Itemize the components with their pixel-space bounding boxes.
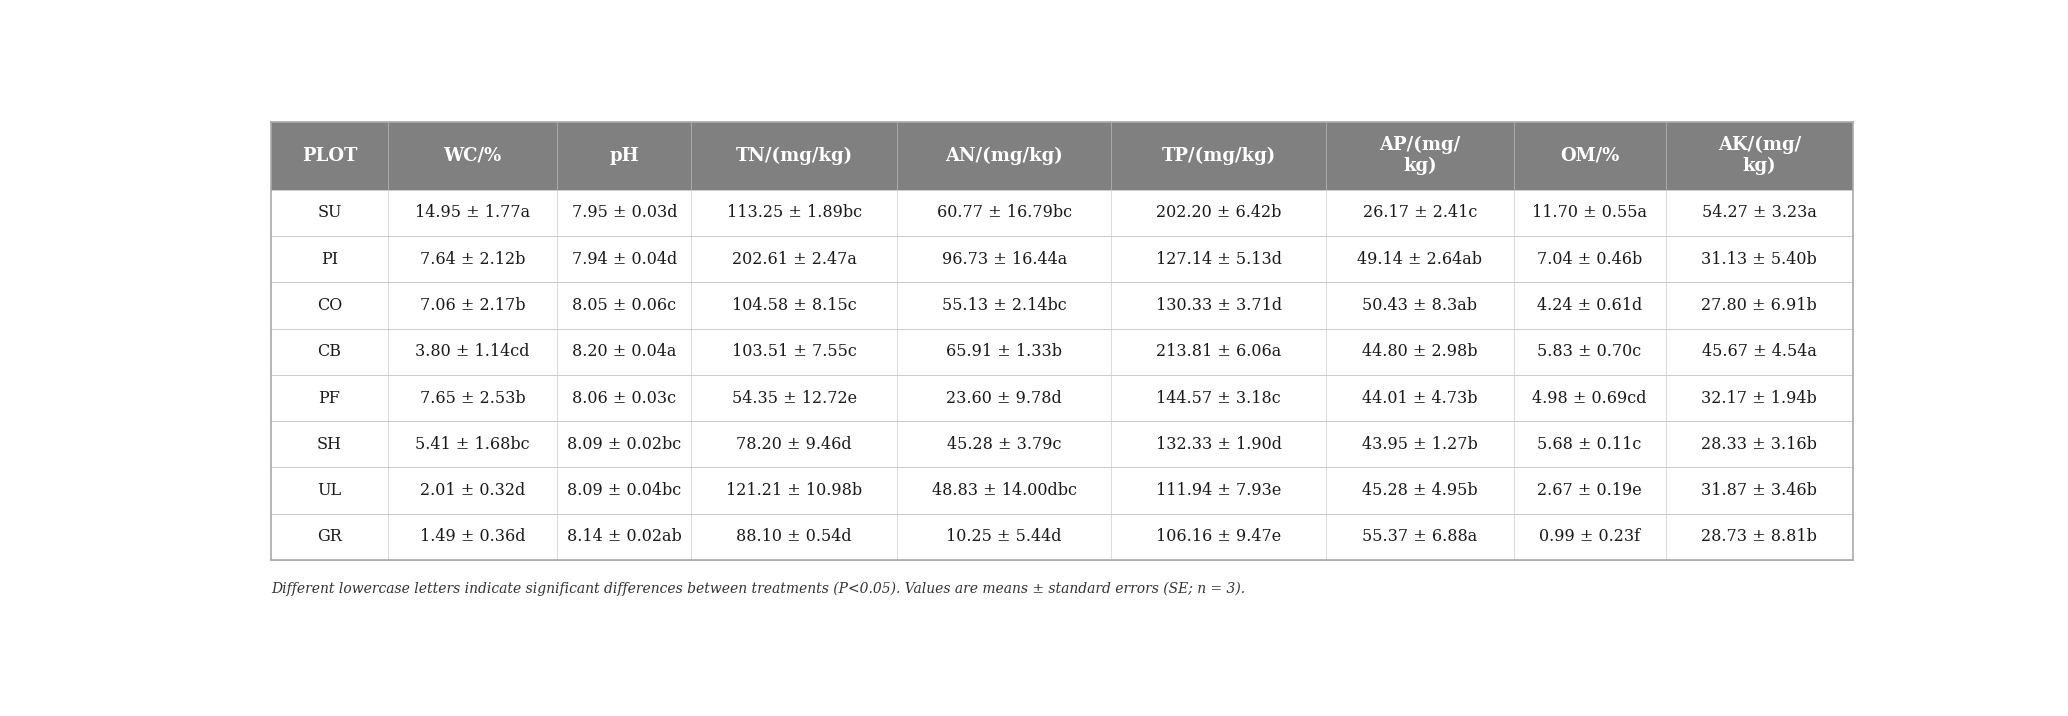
- Text: 4.98 ± 0.69cd: 4.98 ± 0.69cd: [1532, 390, 1646, 407]
- Text: PI: PI: [321, 251, 337, 268]
- Text: 2.01 ± 0.32d: 2.01 ± 0.32d: [420, 482, 525, 499]
- Text: 104.58 ± 8.15c: 104.58 ± 8.15c: [732, 297, 856, 314]
- Text: 132.33 ± 1.90d: 132.33 ± 1.90d: [1156, 436, 1282, 453]
- Text: 10.25 ± 5.44d: 10.25 ± 5.44d: [947, 528, 1061, 546]
- Text: 27.80 ± 6.91b: 27.80 ± 6.91b: [1702, 297, 1818, 314]
- Text: 45.28 ± 3.79c: 45.28 ± 3.79c: [947, 436, 1061, 453]
- Text: 213.81 ± 6.06a: 213.81 ± 6.06a: [1156, 343, 1282, 360]
- Text: 127.14 ± 5.13d: 127.14 ± 5.13d: [1156, 251, 1282, 268]
- Text: 5.68 ± 0.11c: 5.68 ± 0.11c: [1537, 436, 1642, 453]
- Text: 8.05 ± 0.06c: 8.05 ± 0.06c: [573, 297, 676, 314]
- Text: 28.33 ± 3.16b: 28.33 ± 3.16b: [1702, 436, 1818, 453]
- Text: 44.01 ± 4.73b: 44.01 ± 4.73b: [1363, 390, 1477, 407]
- Text: UL: UL: [316, 482, 341, 499]
- Text: 23.60 ± 9.78d: 23.60 ± 9.78d: [947, 390, 1063, 407]
- Text: 43.95 ± 1.27b: 43.95 ± 1.27b: [1363, 436, 1479, 453]
- Text: 45.67 ± 4.54a: 45.67 ± 4.54a: [1702, 343, 1818, 360]
- Text: 44.80 ± 2.98b: 44.80 ± 2.98b: [1363, 343, 1477, 360]
- Bar: [271, 236, 1853, 282]
- Bar: [271, 190, 1853, 236]
- Text: 3.80 ± 1.14cd: 3.80 ± 1.14cd: [416, 343, 529, 360]
- Bar: [271, 468, 1853, 514]
- Text: 121.21 ± 10.98b: 121.21 ± 10.98b: [726, 482, 862, 499]
- Text: 7.95 ± 0.03d: 7.95 ± 0.03d: [571, 204, 676, 221]
- Text: 202.20 ± 6.42b: 202.20 ± 6.42b: [1156, 204, 1282, 221]
- Text: 1.49 ± 0.36d: 1.49 ± 0.36d: [420, 528, 525, 546]
- Text: PLOT: PLOT: [302, 147, 358, 165]
- Text: 5.41 ± 1.68bc: 5.41 ± 1.68bc: [416, 436, 529, 453]
- Bar: [271, 514, 1853, 560]
- Text: 49.14 ± 2.64ab: 49.14 ± 2.64ab: [1357, 251, 1483, 268]
- Text: 8.20 ± 0.04a: 8.20 ± 0.04a: [573, 343, 676, 360]
- Text: 0.99 ± 0.23f: 0.99 ± 0.23f: [1539, 528, 1640, 546]
- Text: 8.09 ± 0.04bc: 8.09 ± 0.04bc: [567, 482, 682, 499]
- Text: CO: CO: [316, 297, 341, 314]
- Bar: [271, 375, 1853, 421]
- Text: 50.43 ± 8.3ab: 50.43 ± 8.3ab: [1363, 297, 1477, 314]
- Text: SH: SH: [316, 436, 341, 453]
- Text: TP/(mg/kg): TP/(mg/kg): [1162, 147, 1276, 165]
- Text: 54.35 ± 12.72e: 54.35 ± 12.72e: [732, 390, 856, 407]
- Text: 8.14 ± 0.02ab: 8.14 ± 0.02ab: [567, 528, 682, 546]
- Text: WC/%: WC/%: [443, 147, 503, 165]
- Text: 4.24 ± 0.61d: 4.24 ± 0.61d: [1537, 297, 1642, 314]
- Text: 113.25 ± 1.89bc: 113.25 ± 1.89bc: [726, 204, 862, 221]
- Text: AK/(mg/
kg): AK/(mg/ kg): [1719, 136, 1801, 175]
- Text: 7.04 ± 0.46b: 7.04 ± 0.46b: [1537, 251, 1642, 268]
- Text: 202.61 ± 2.47a: 202.61 ± 2.47a: [732, 251, 856, 268]
- Text: 103.51 ± 7.55c: 103.51 ± 7.55c: [732, 343, 856, 360]
- Text: 96.73 ± 16.44a: 96.73 ± 16.44a: [941, 251, 1067, 268]
- Text: 78.20 ± 9.46d: 78.20 ± 9.46d: [736, 436, 852, 453]
- Text: 31.13 ± 5.40b: 31.13 ± 5.40b: [1702, 251, 1818, 268]
- Text: SU: SU: [316, 204, 341, 221]
- Text: 28.73 ± 8.81b: 28.73 ± 8.81b: [1702, 528, 1818, 546]
- Text: 54.27 ± 3.23a: 54.27 ± 3.23a: [1702, 204, 1818, 221]
- Text: 8.09 ± 0.02bc: 8.09 ± 0.02bc: [567, 436, 682, 453]
- Text: 111.94 ± 7.93e: 111.94 ± 7.93e: [1156, 482, 1282, 499]
- Text: AN/(mg/kg): AN/(mg/kg): [945, 147, 1063, 165]
- Bar: [271, 329, 1853, 375]
- Text: 45.28 ± 4.95b: 45.28 ± 4.95b: [1363, 482, 1477, 499]
- Text: 130.33 ± 3.71d: 130.33 ± 3.71d: [1156, 297, 1282, 314]
- Text: OM/%: OM/%: [1559, 147, 1619, 165]
- Text: 144.57 ± 3.18c: 144.57 ± 3.18c: [1156, 390, 1280, 407]
- Text: 106.16 ± 9.47e: 106.16 ± 9.47e: [1156, 528, 1282, 546]
- Text: 88.10 ± 0.54d: 88.10 ± 0.54d: [736, 528, 852, 546]
- Text: 7.06 ± 2.17b: 7.06 ± 2.17b: [420, 297, 525, 314]
- Text: 7.64 ± 2.12b: 7.64 ± 2.12b: [420, 251, 525, 268]
- Text: TN/(mg/kg): TN/(mg/kg): [736, 147, 852, 165]
- Bar: [271, 282, 1853, 329]
- Text: 2.67 ± 0.19e: 2.67 ± 0.19e: [1537, 482, 1642, 499]
- Text: 48.83 ± 14.00dbc: 48.83 ± 14.00dbc: [933, 482, 1077, 499]
- Text: 26.17 ± 2.41c: 26.17 ± 2.41c: [1363, 204, 1477, 221]
- Text: 11.70 ± 0.55a: 11.70 ± 0.55a: [1532, 204, 1646, 221]
- Text: pH: pH: [610, 147, 639, 165]
- Text: 5.83 ± 0.70c: 5.83 ± 0.70c: [1537, 343, 1642, 360]
- Text: Different lowercase letters indicate significant differences between treatments : Different lowercase letters indicate sig…: [271, 582, 1245, 596]
- Text: 55.13 ± 2.14bc: 55.13 ± 2.14bc: [941, 297, 1067, 314]
- Text: GR: GR: [316, 528, 341, 546]
- Text: AP/(mg/
kg): AP/(mg/ kg): [1379, 136, 1460, 175]
- Text: 65.91 ± 1.33b: 65.91 ± 1.33b: [947, 343, 1063, 360]
- Text: CB: CB: [316, 343, 341, 360]
- Text: 8.06 ± 0.03c: 8.06 ± 0.03c: [573, 390, 676, 407]
- Bar: [271, 421, 1853, 468]
- Text: 7.65 ± 2.53b: 7.65 ± 2.53b: [420, 390, 525, 407]
- Text: 32.17 ± 1.94b: 32.17 ± 1.94b: [1702, 390, 1818, 407]
- Text: 55.37 ± 6.88a: 55.37 ± 6.88a: [1363, 528, 1477, 546]
- Text: PF: PF: [318, 390, 341, 407]
- Text: 31.87 ± 3.46b: 31.87 ± 3.46b: [1702, 482, 1818, 499]
- Text: 14.95 ± 1.77a: 14.95 ± 1.77a: [416, 204, 529, 221]
- Text: 60.77 ± 16.79bc: 60.77 ± 16.79bc: [937, 204, 1071, 221]
- Text: 7.94 ± 0.04d: 7.94 ± 0.04d: [571, 251, 676, 268]
